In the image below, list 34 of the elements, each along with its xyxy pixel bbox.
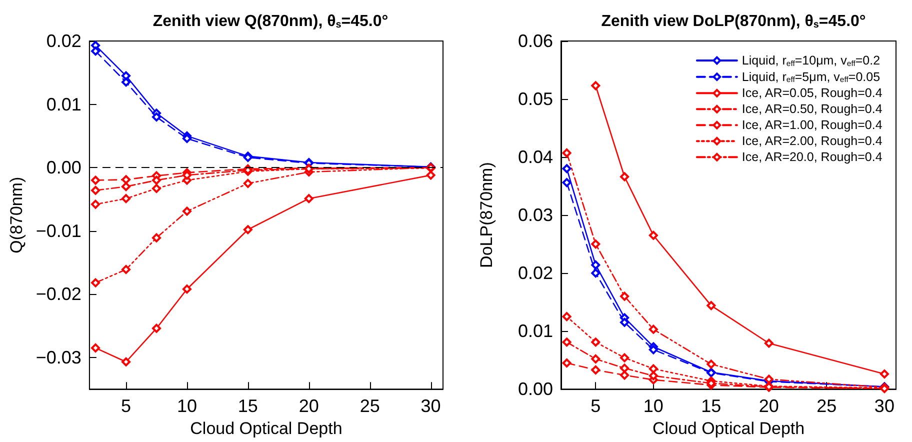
- y-tick-label: 0.03: [518, 205, 553, 226]
- y-tick-label: 0.05: [518, 89, 553, 110]
- y-axis-title: Q(870nm): [7, 176, 26, 254]
- x-tick-label: 20: [758, 396, 779, 416]
- y-axis-title: DoLP(870nm): [477, 162, 496, 268]
- y-tick-label: 0.00: [46, 158, 82, 178]
- legend-label: Ice, AR=1.00, Rough=0.4: [742, 118, 882, 132]
- y-tick-label: −0.03: [36, 347, 82, 368]
- x-tick-label: 25: [816, 396, 837, 416]
- legend-label: Ice, AR=2.00, Rough=0.4: [742, 134, 882, 148]
- x-tick-label: 30: [874, 396, 894, 416]
- x-axis-title: Cloud Optical Depth: [652, 419, 805, 438]
- legend-label: Ice, AR=20.0, Rough=0.4: [742, 150, 882, 164]
- x-tick-label: 20: [298, 396, 319, 416]
- y-tick-label: 0.01: [46, 94, 82, 114]
- x-tick-label: 25: [360, 396, 380, 416]
- y-tick-label: −0.02: [36, 284, 82, 304]
- x-tick-label: 15: [238, 396, 258, 416]
- legend-label: Ice, AR=0.05, Rough=0.4: [742, 86, 882, 100]
- y-tick-label: 0.01: [518, 321, 553, 342]
- y-tick-label: −0.01: [36, 220, 82, 241]
- y-tick-label: 0.06: [518, 31, 553, 51]
- y-tick-label: 0.02: [518, 263, 553, 284]
- x-tick-label: 10: [176, 396, 197, 416]
- x-tick-label: 15: [701, 396, 722, 416]
- x-tick-label: 5: [590, 396, 601, 416]
- x-tick-label: 5: [121, 396, 132, 416]
- y-tick-label: 0.04: [518, 147, 553, 168]
- y-tick-label: 0.00: [518, 379, 553, 400]
- x-axis-title: Cloud Optical Depth: [190, 419, 342, 438]
- y-tick-label: 0.02: [46, 31, 82, 51]
- x-tick-label: 10: [643, 396, 664, 416]
- legend-label: Ice, AR=0.50, Rough=0.4: [742, 102, 882, 116]
- x-tick-label: 30: [420, 396, 441, 416]
